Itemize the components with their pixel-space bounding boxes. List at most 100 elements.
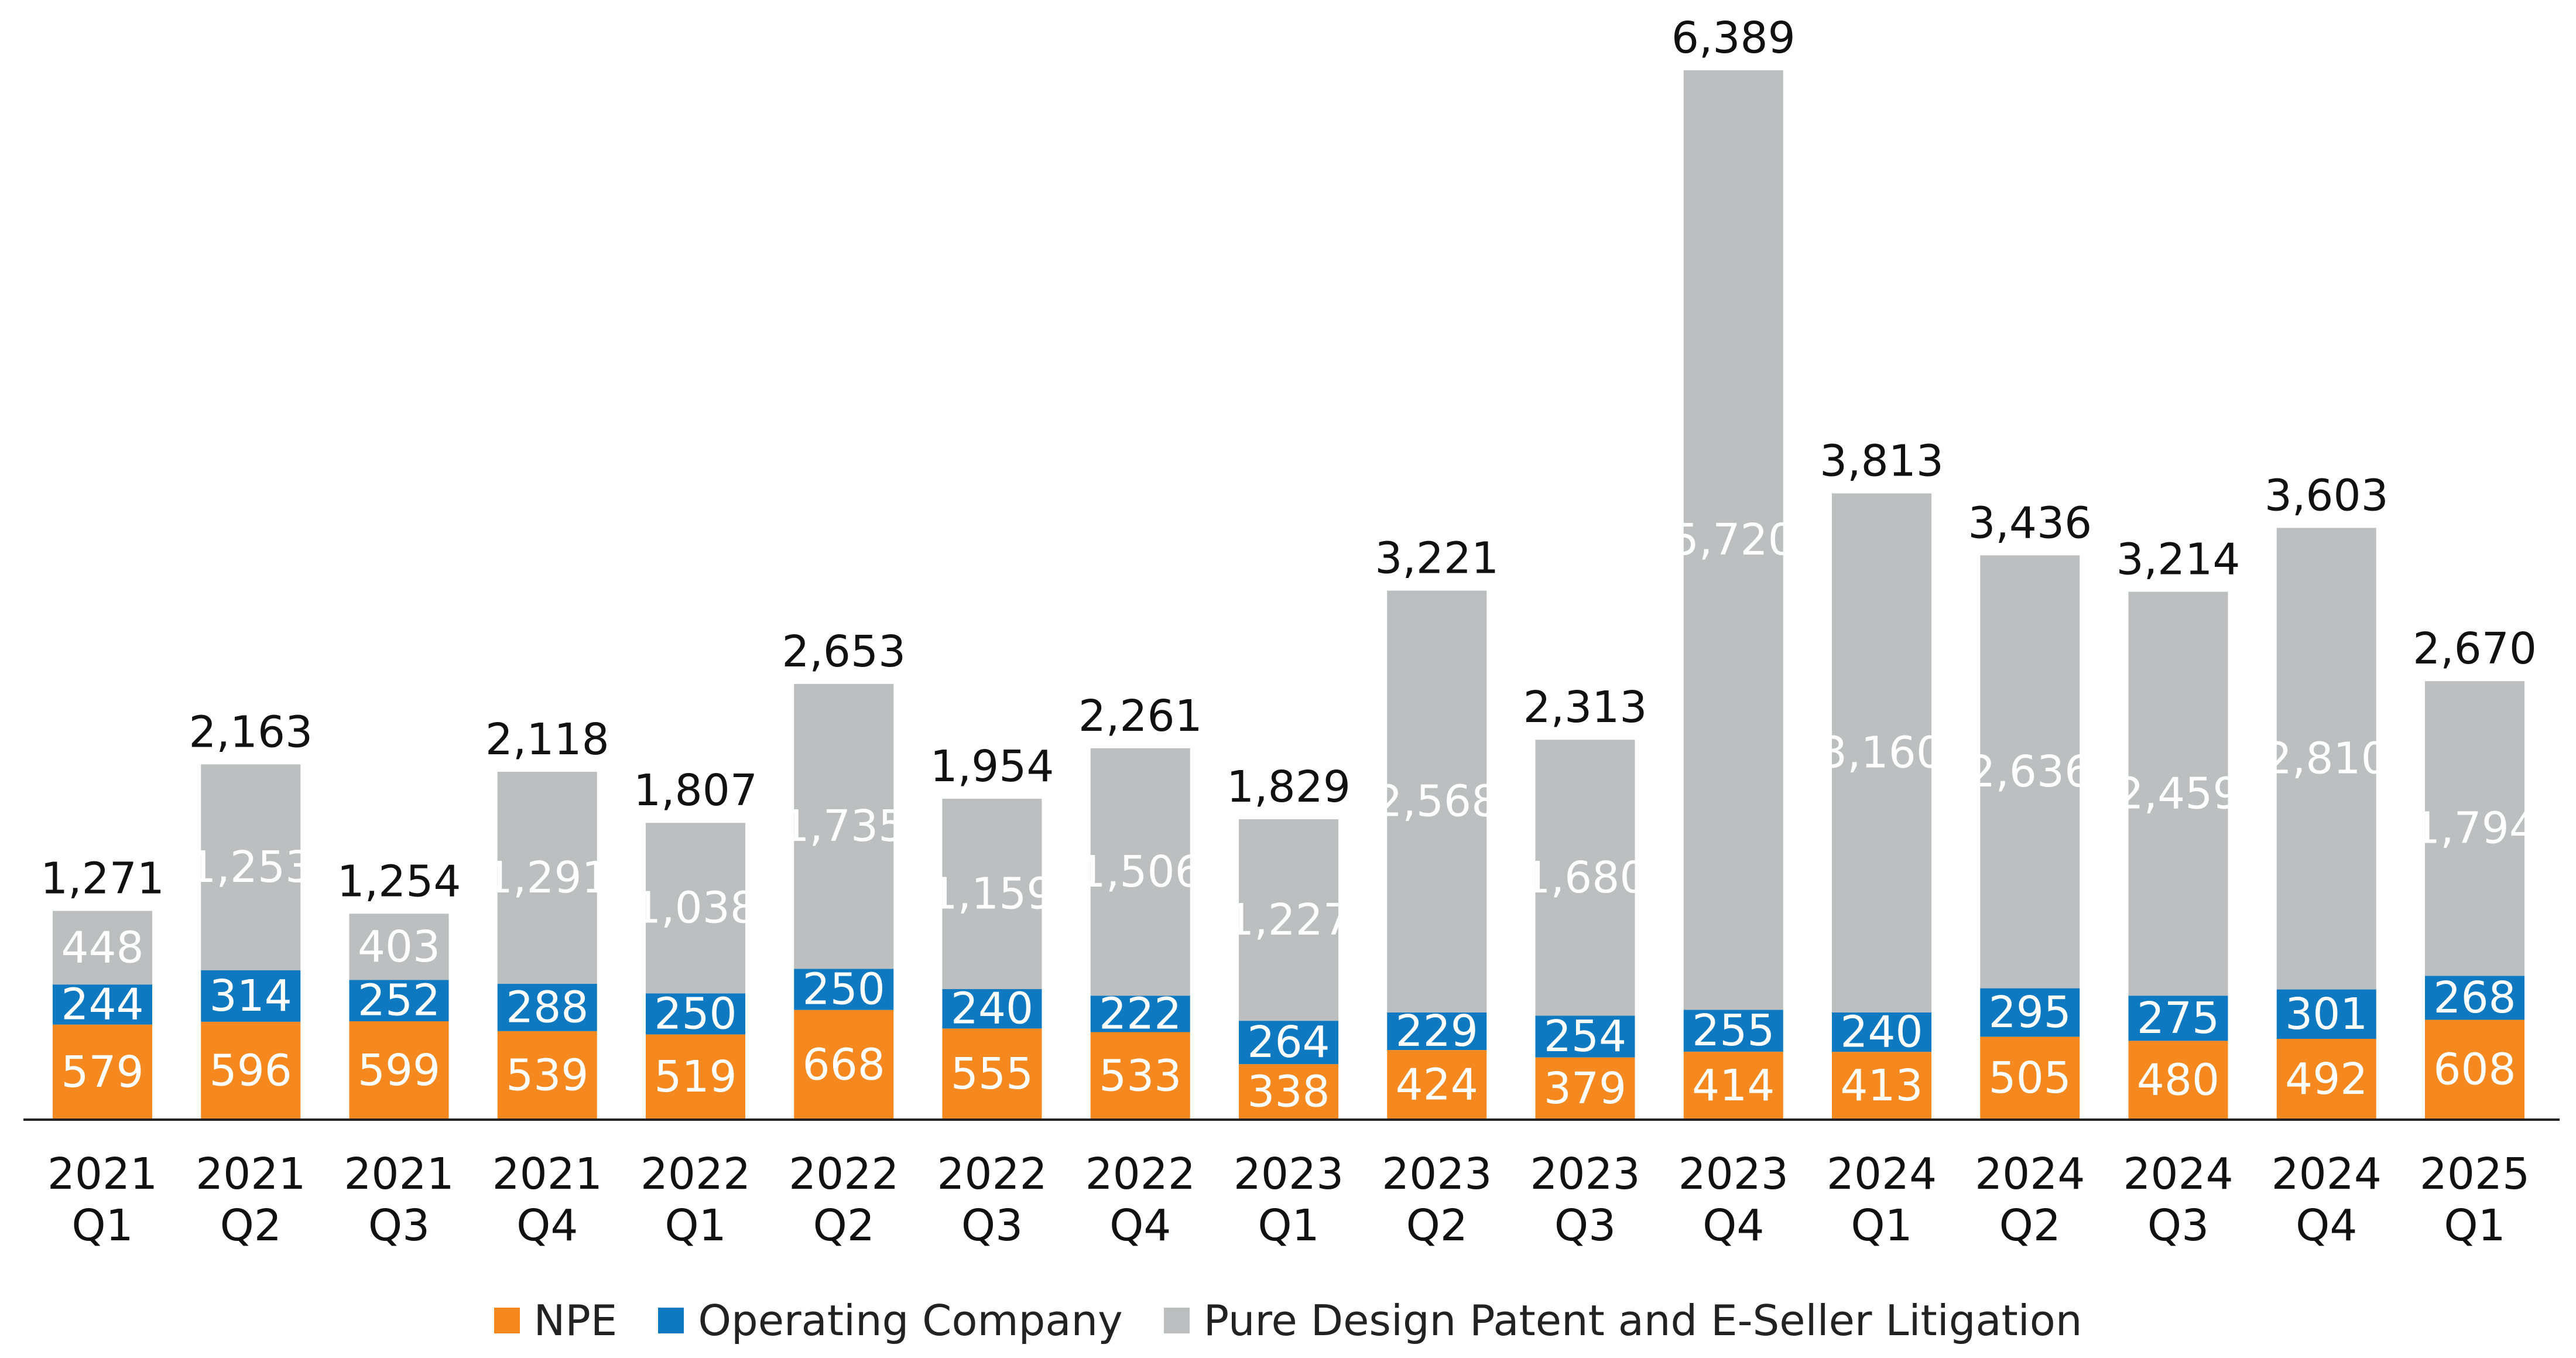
- data-label-pure-design-patent-and-e-seller-litigation: 1,038: [633, 883, 758, 933]
- x-tick-quarter: Q3: [1554, 1200, 1616, 1251]
- x-tick-year: 2023: [1234, 1149, 1344, 1199]
- data-label-pure-design-patent-and-e-seller-litigation: 1,159: [930, 868, 1054, 919]
- x-tick-quarter: Q1: [1851, 1200, 1912, 1251]
- data-label-pure-design-patent-and-e-seller-litigation: 2,568: [1375, 777, 1499, 827]
- x-tick-year: 2024: [2123, 1149, 2233, 1199]
- x-tick-quarter: Q3: [961, 1200, 1023, 1251]
- total-label: 1,807: [633, 765, 758, 816]
- total-label: 6,389: [1671, 13, 1796, 63]
- x-tick-year: 2021: [47, 1149, 157, 1199]
- x-tick-quarter: Q4: [2296, 1200, 2357, 1251]
- data-label-pure-design-patent-and-e-seller-litigation: 2,810: [2265, 734, 2389, 784]
- total-label: 3,813: [1820, 436, 1944, 487]
- data-label-pure-design-patent-and-e-seller-litigation: 1,735: [782, 801, 906, 851]
- data-label-pure-design-patent-and-e-seller-litigation: 5,720: [1671, 515, 1796, 565]
- total-label: 1,254: [337, 856, 461, 907]
- legend-item-operating-company: Operating Company: [658, 1296, 1122, 1345]
- data-label-npe: 379: [1544, 1063, 1626, 1114]
- total-label: 3,221: [1375, 533, 1499, 584]
- x-tick-year: 2023: [1382, 1149, 1492, 1199]
- data-label-pure-design-patent-and-e-seller-litigation: 2,459: [2116, 768, 2241, 819]
- data-label-npe: 519: [654, 1052, 737, 1102]
- data-label-operating-company: 229: [1396, 1006, 1478, 1056]
- x-tick-quarter: Q2: [1999, 1200, 2061, 1251]
- data-label-pure-design-patent-and-e-seller-litigation: 1,253: [189, 842, 313, 892]
- legend-swatch: [1164, 1308, 1190, 1333]
- x-tick-year: 2023: [1530, 1149, 1640, 1199]
- data-label-operating-company: 244: [61, 979, 143, 1029]
- x-tick-quarter: Q2: [1406, 1200, 1468, 1251]
- data-label-npe: 539: [506, 1050, 588, 1100]
- data-label-npe: 668: [803, 1039, 885, 1090]
- x-tick-quarter: Q4: [1703, 1200, 1764, 1251]
- data-label-npe: 505: [1989, 1053, 2071, 1103]
- x-tick-year: 2021: [344, 1149, 454, 1199]
- total-label: 3,214: [2116, 535, 2241, 585]
- data-label-operating-company: 301: [2285, 989, 2368, 1039]
- data-label-operating-company: 295: [1989, 987, 2071, 1038]
- total-label: 2,118: [485, 714, 609, 765]
- x-tick-quarter: Q4: [516, 1200, 578, 1251]
- data-label-operating-company: 268: [2433, 973, 2516, 1023]
- total-label: 2,163: [189, 707, 313, 757]
- x-tick-quarter: Q3: [2147, 1200, 2209, 1251]
- data-label-operating-company: 222: [1099, 988, 1181, 1039]
- total-label: 1,954: [930, 741, 1054, 792]
- legend-item-pure-design-patent-and-e-seller-litigation: Pure Design Patent and E-Seller Litigati…: [1164, 1296, 2082, 1345]
- x-tick-year: 2022: [789, 1149, 899, 1199]
- x-tick-quarter: Q3: [368, 1200, 430, 1251]
- legend-label: Operating Company: [698, 1296, 1122, 1345]
- total-label: 2,670: [2413, 624, 2537, 674]
- legend: NPE Operating Company Pure Design Patent a…: [0, 1288, 2576, 1353]
- data-label-operating-company: 250: [654, 988, 737, 1039]
- x-tick-year: 2021: [196, 1149, 306, 1199]
- x-tick-year: 2022: [937, 1149, 1047, 1199]
- data-label-npe: 424: [1396, 1060, 1478, 1110]
- data-label-npe: 608: [2433, 1045, 2516, 1095]
- x-tick-quarter: Q1: [664, 1200, 726, 1251]
- x-tick-quarter: Q1: [2444, 1200, 2505, 1251]
- legend-label: Pure Design Patent and E-Seller Litigati…: [1204, 1296, 2082, 1345]
- x-tick-year: 2022: [640, 1149, 751, 1199]
- total-label: 1,271: [40, 854, 165, 904]
- total-label: 3,603: [2265, 470, 2389, 521]
- data-label-operating-company: 264: [1247, 1017, 1330, 1068]
- x-tick-quarter: Q2: [220, 1200, 282, 1251]
- data-label-pure-design-patent-and-e-seller-litigation: 3,160: [1820, 728, 1944, 778]
- data-label-npe: 338: [1247, 1067, 1330, 1117]
- data-label-npe: 555: [951, 1049, 1033, 1099]
- total-label: 3,436: [1968, 498, 2092, 548]
- legend-label: NPE: [534, 1296, 618, 1345]
- data-label-pure-design-patent-and-e-seller-litigation: 1,291: [485, 853, 609, 903]
- x-tick-year: 2021: [492, 1149, 602, 1199]
- data-label-npe: 414: [1692, 1061, 1775, 1111]
- x-tick-year: 2024: [2272, 1149, 2382, 1199]
- data-label-operating-company: 288: [506, 982, 588, 1032]
- data-label-operating-company: 314: [210, 971, 292, 1021]
- data-label-operating-company: 250: [803, 964, 885, 1015]
- data-label-npe: 533: [1099, 1051, 1181, 1101]
- data-label-pure-design-patent-and-e-seller-litigation: 403: [358, 922, 440, 972]
- data-label-npe: 599: [358, 1045, 440, 1096]
- total-label: 2,261: [1078, 691, 1203, 741]
- x-tick-year: 2023: [1678, 1149, 1789, 1199]
- data-label-pure-design-patent-and-e-seller-litigation: 1,227: [1227, 895, 1351, 945]
- data-label-pure-design-patent-and-e-seller-litigation: 1,506: [1078, 847, 1203, 897]
- data-label-operating-company: 252: [358, 976, 440, 1026]
- x-tick-year: 2024: [1975, 1149, 2085, 1199]
- total-label: 1,829: [1227, 762, 1351, 812]
- data-label-operating-company: 255: [1692, 1005, 1775, 1056]
- x-tick-quarter: Q4: [1109, 1200, 1171, 1251]
- x-tick-year: 2022: [1085, 1149, 1195, 1199]
- data-label-operating-company: 240: [1840, 1007, 1923, 1058]
- legend-swatch: [494, 1308, 520, 1333]
- data-label-operating-company: 254: [1544, 1011, 1626, 1062]
- data-label-pure-design-patent-and-e-seller-litigation: 1,794: [2413, 803, 2537, 854]
- x-tick-quarter: Q1: [71, 1200, 133, 1251]
- data-label-operating-company: 240: [951, 984, 1033, 1034]
- x-tick-quarter: Q1: [1258, 1200, 1319, 1251]
- x-tick-year: 2024: [1827, 1149, 1937, 1199]
- data-label-npe: 413: [1840, 1061, 1923, 1111]
- data-label-operating-company: 275: [2137, 993, 2219, 1044]
